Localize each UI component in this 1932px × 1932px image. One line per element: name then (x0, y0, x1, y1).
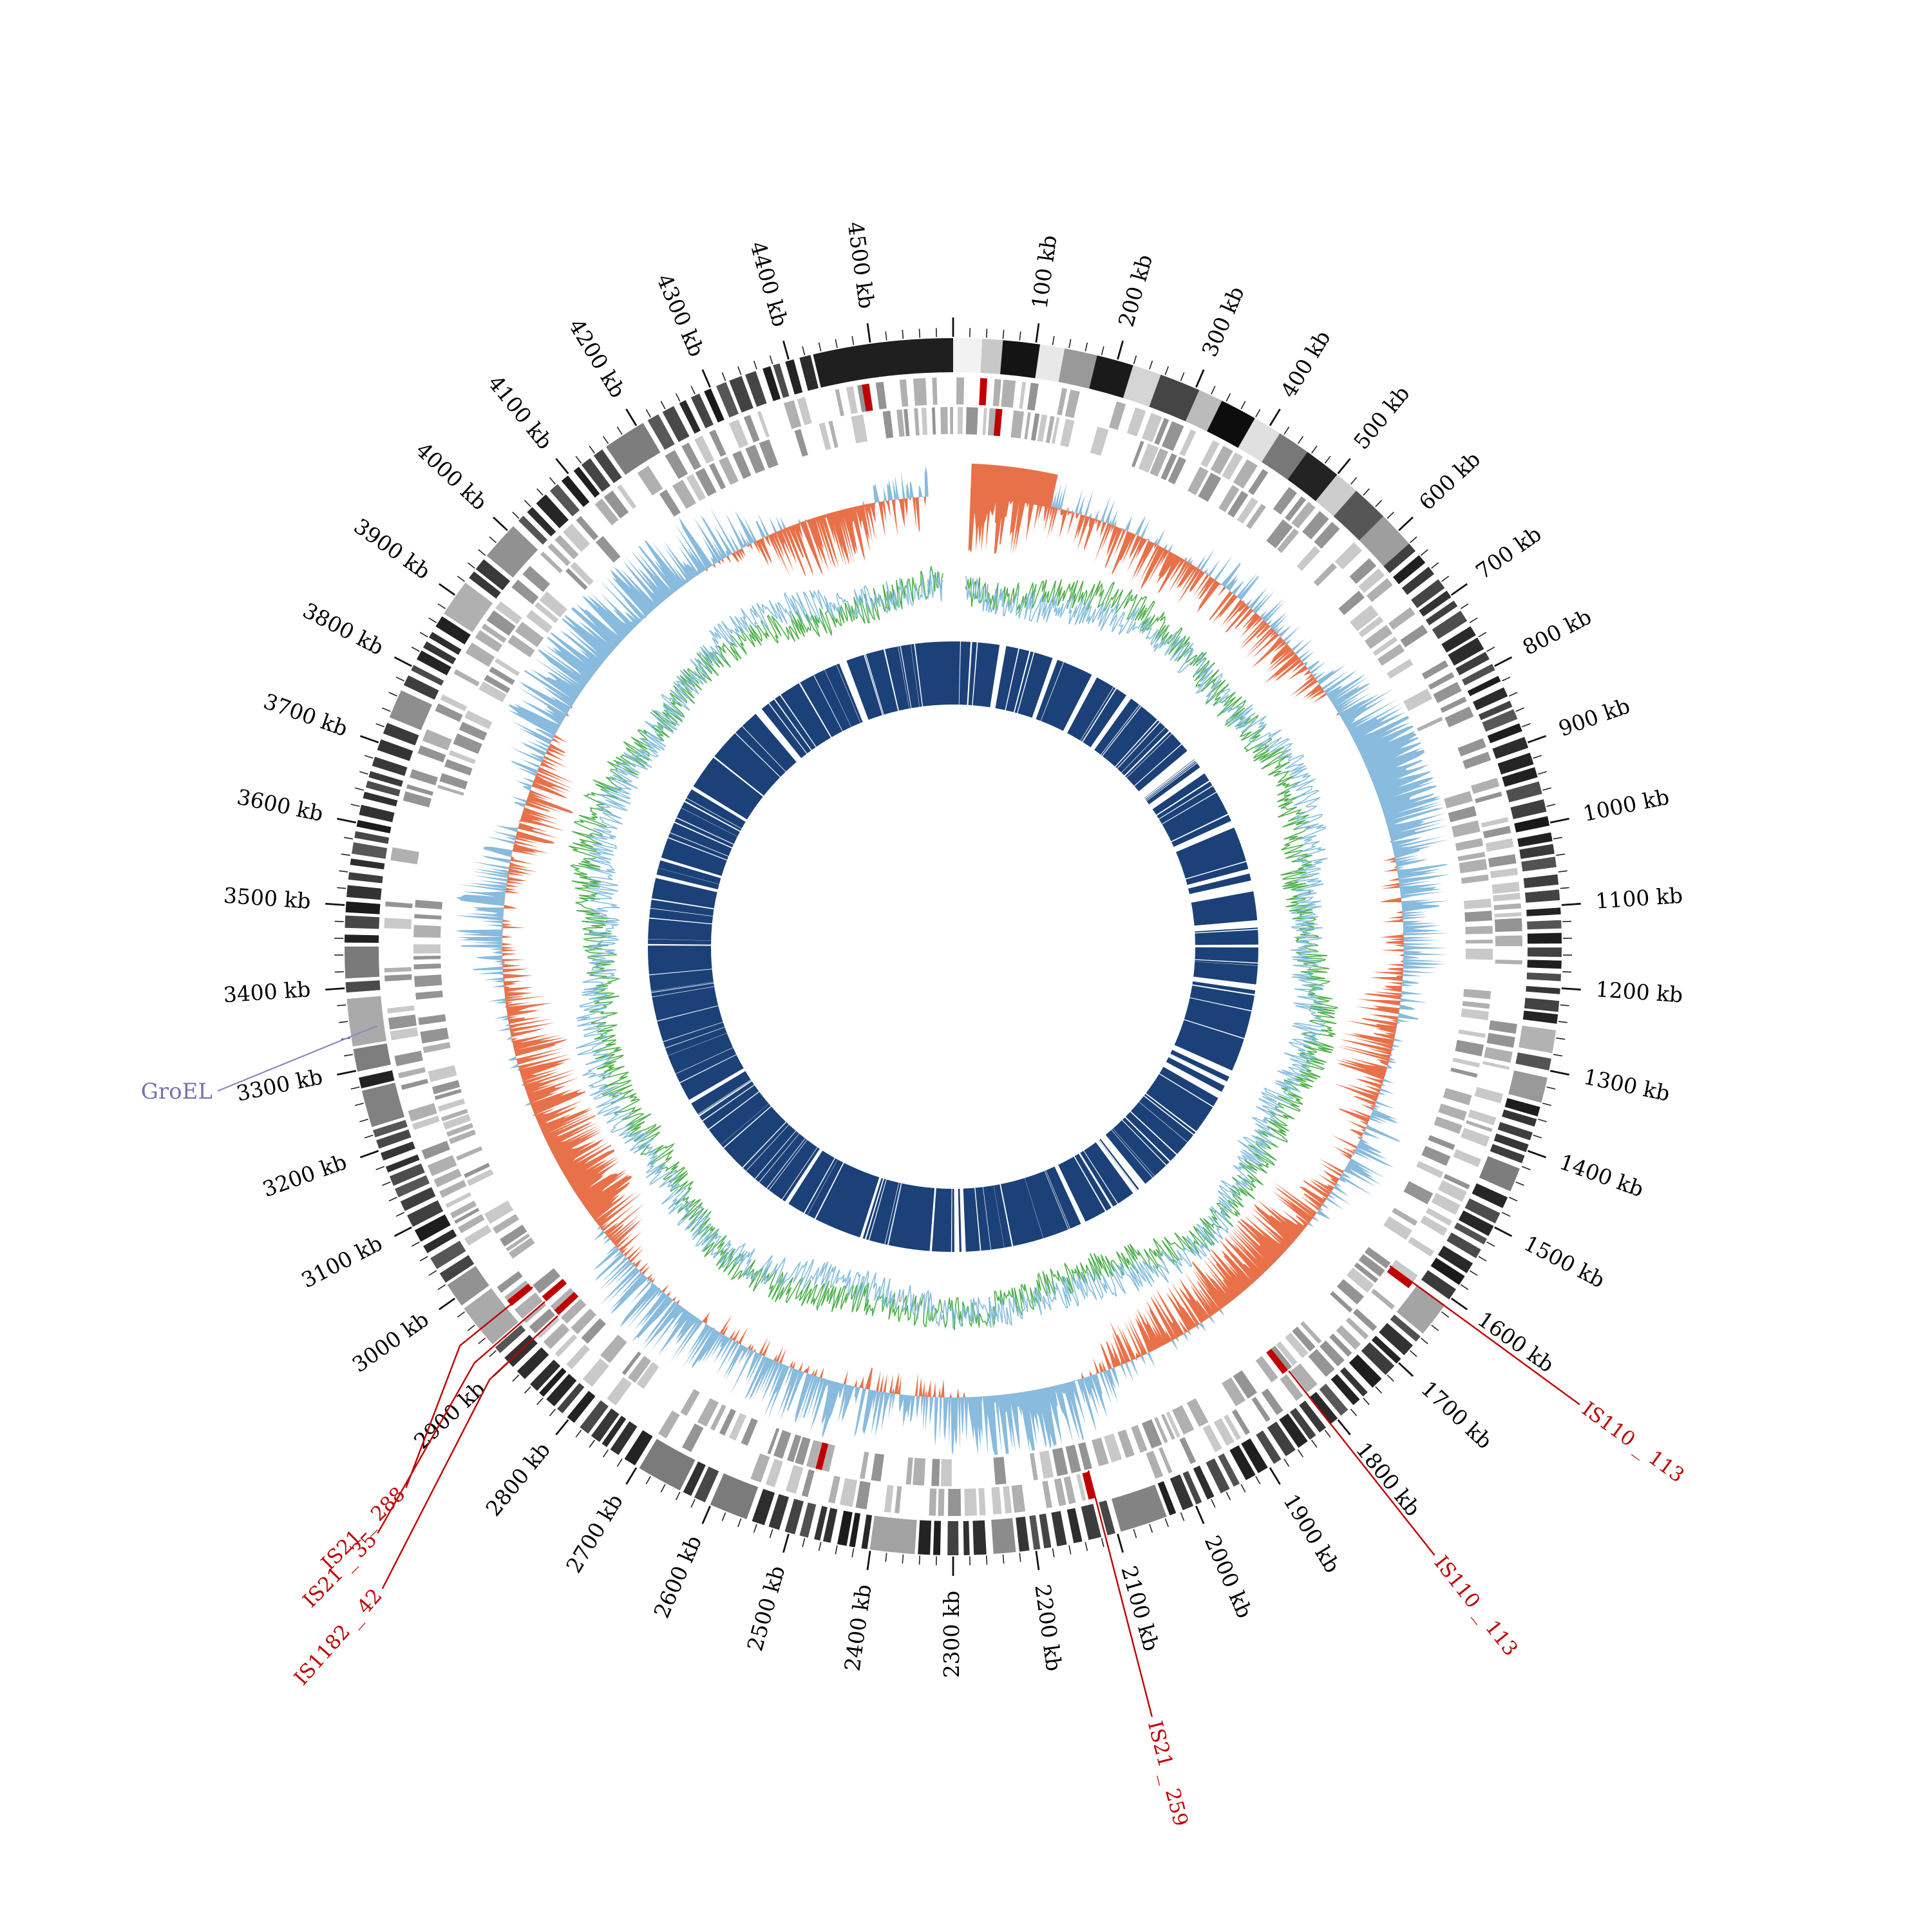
tick-label: 200 kb (1113, 252, 1158, 330)
tick-label: 3400 kb (223, 976, 312, 1007)
tick-label: 2900 kb (409, 1376, 490, 1454)
tick-label: 3100 kb (298, 1231, 386, 1293)
tick-label: 2700 kb (561, 1490, 628, 1577)
tick-label: 500 kb (1349, 381, 1415, 454)
tick-label: 1200 kb (1595, 976, 1684, 1007)
tick-label: 900 kb (1555, 693, 1633, 741)
tick-label: 4300 kb (652, 270, 710, 361)
tick-label: 4100 kb (483, 370, 558, 454)
tick-label: 2300 kb (939, 1591, 964, 1678)
tick-label: 600 kb (1414, 446, 1485, 515)
tick-label: 3700 kb (260, 688, 351, 741)
tick-label: 3200 kb (260, 1149, 350, 1202)
gc-skew-ring (454, 463, 1450, 1456)
tick-label: 1300 kb (1582, 1064, 1672, 1106)
tick-label: 1700 kb (1416, 1376, 1497, 1454)
tick-label: 3800 kb (299, 598, 388, 660)
tick-label: 1600 kb (1473, 1307, 1558, 1378)
gene-ring-forward (384, 377, 1522, 1517)
tick-label: 1100 kb (1595, 883, 1683, 914)
tick-label: 800 kb (1519, 604, 1596, 660)
tick-label: 4000 kb (411, 437, 492, 515)
tick-label: 1800 kb (1351, 1437, 1426, 1521)
tick-label: 100 kb (1027, 234, 1061, 310)
tick-label: 4500 kb (843, 220, 880, 310)
tick-label: 3900 kb (349, 513, 435, 584)
tick-label: 700 kb (1471, 521, 1546, 584)
tick-label: 3600 kb (235, 784, 326, 826)
tick-label: 400 kb (1276, 326, 1336, 402)
tick-label: 2800 kb (480, 1437, 555, 1521)
annotation-label: IS21 _ 259 (1143, 1719, 1193, 1829)
annotation-label: IS110 _ 113 (1430, 1551, 1522, 1660)
annotation-lines (217, 1025, 1580, 1718)
tick-label: 2500 kb (742, 1563, 790, 1654)
tick-label: 300 kb (1197, 283, 1249, 361)
tick-label: 2000 kb (1200, 1531, 1258, 1622)
tick-label: 2600 kb (649, 1531, 706, 1622)
tick-label: 4200 kb (564, 314, 630, 402)
tick-label: 1400 kb (1557, 1149, 1647, 1202)
tick-marks (325, 317, 1581, 1576)
tick-label: 2200 kb (1030, 1583, 1066, 1673)
tick-label: 3500 kb (223, 883, 312, 914)
tick-label: 1000 kb (1581, 784, 1672, 826)
gc-content-ring (568, 566, 1338, 1331)
tick-label: 3300 kb (234, 1064, 325, 1106)
annotation-label-groel: GroEL (141, 1079, 213, 1104)
tick-label: 1500 kb (1520, 1231, 1609, 1293)
tick-label: 3000 kb (348, 1307, 433, 1378)
annotation-label: IS110 _ 113 (1578, 1397, 1689, 1488)
coverage-ring (646, 640, 1260, 1254)
tick-label: 1900 kb (1278, 1490, 1345, 1577)
ideogram-ring (344, 338, 1562, 1556)
tick-label: 4400 kb (745, 239, 793, 330)
tick-label: 2400 kb (840, 1583, 876, 1673)
